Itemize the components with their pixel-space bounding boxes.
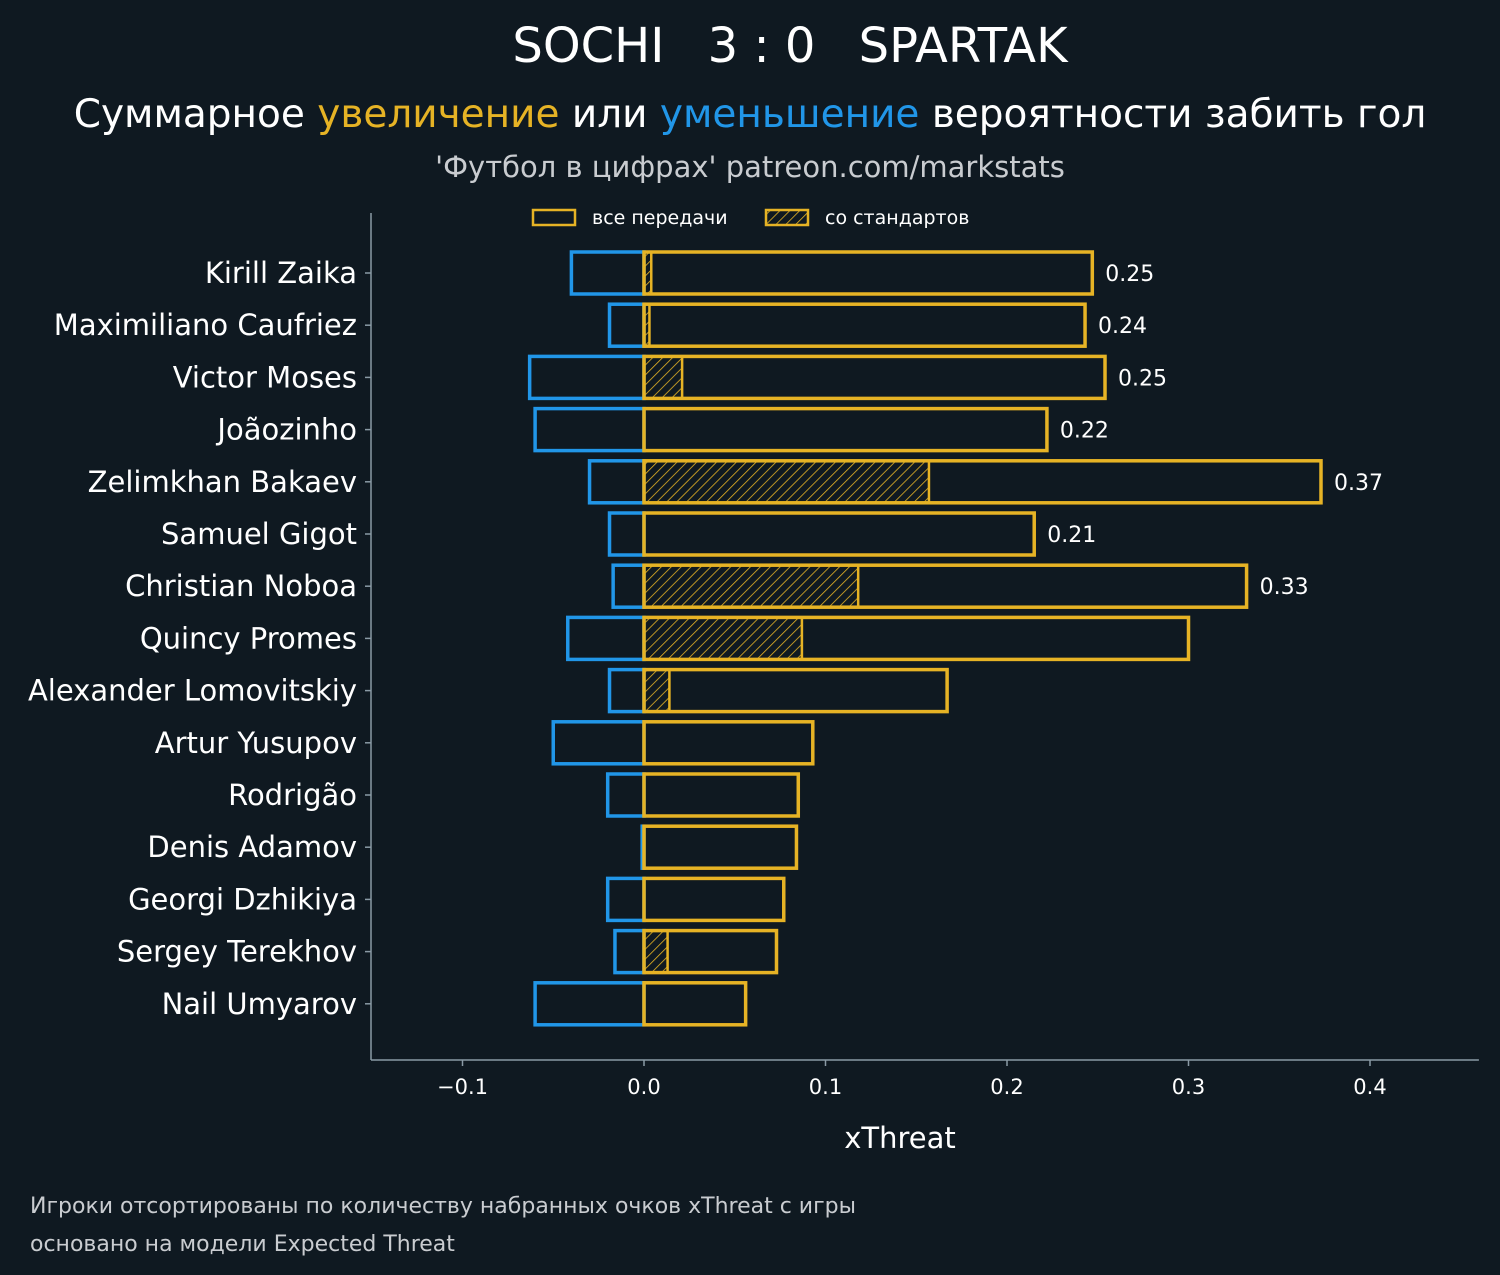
set-piece-bar: [642, 668, 671, 713]
value-label: 0.37: [1334, 471, 1383, 496]
player-label: Samuel Gigot: [161, 517, 357, 551]
x-tick-label: −0.1: [437, 1075, 488, 1099]
increase-bar: [642, 459, 1323, 505]
increase-bar: [642, 720, 815, 766]
away-team: SPARTAK: [858, 18, 1068, 74]
increase-bar: [642, 772, 801, 818]
home-team: SOCHI: [512, 18, 665, 74]
decrease-bar: [569, 250, 646, 296]
legend-swatch-all-passes: [531, 208, 577, 227]
legend-swatch-set-pieces: [764, 208, 810, 227]
decrease-bar: [587, 459, 646, 505]
decrease-bar: [551, 720, 646, 766]
player-label: Rodrigão: [228, 778, 357, 812]
player-label: Nail Umyarov: [162, 987, 357, 1021]
player-label: Joãozinho: [215, 413, 357, 447]
player-label: Victor Moses: [173, 360, 357, 394]
increase-bar: [642, 563, 1249, 609]
x-tick-label: 0.3: [1172, 1075, 1205, 1099]
decrease-bar: [607, 667, 646, 714]
player-label: Georgi Dzhikiya: [128, 882, 357, 916]
player-label: Denis Adamov: [147, 830, 357, 864]
set-piece-bar: [642, 355, 684, 400]
player-label: Zelimkhan Bakaev: [88, 465, 357, 499]
increase-bar: [642, 250, 1095, 296]
x-tick-label: 0.0: [627, 1075, 660, 1099]
x-tick-label: 0.4: [1353, 1075, 1386, 1099]
player-label: Kirill Zaika: [205, 256, 357, 290]
decrease-bar: [527, 354, 646, 401]
decrease-bar: [607, 302, 646, 348]
subtitle-decrease: уменьшение: [659, 92, 920, 137]
increase-bar: [642, 615, 1191, 662]
decrease-bar: [533, 981, 646, 1027]
increase-bar: [642, 928, 779, 975]
value-label: 0.22: [1060, 419, 1109, 444]
x-tick-label: 0.1: [809, 1075, 842, 1099]
value-label: 0.24: [1098, 314, 1147, 339]
player-label: Quincy Promes: [140, 621, 357, 655]
value-label: 0.25: [1105, 262, 1154, 287]
value-label: 0.33: [1260, 575, 1309, 600]
decrease-bar: [611, 563, 646, 609]
bars: 0.25 0.24 0.25 0.22 0.37 0.21 0.33: [527, 250, 1383, 1027]
match-title: SOCHI 3 : 0 SPARTAK: [0, 18, 1500, 74]
decrease-bar: [605, 876, 646, 923]
subtitle-part3: вероятности забить гол: [919, 92, 1427, 137]
decrease-bar: [613, 928, 646, 975]
footnote-line-1: Игроки отсортированы по количеству набра…: [30, 1194, 856, 1219]
source-credit: 'Футбол в цифрах' patreon.com/markstats: [435, 150, 1065, 184]
increase-bar: [642, 876, 786, 923]
legend-label-all-passes: все передачи: [592, 207, 728, 229]
increase-bar: [642, 354, 1107, 401]
set-piece-bar: [642, 563, 860, 609]
increase-bar: [642, 824, 799, 870]
subtitle-part1: Суммарное: [73, 92, 318, 137]
set-piece-bar: [642, 616, 804, 661]
set-piece-bar: [642, 929, 669, 974]
footnote: Игроки отсортированы по количеству набра…: [30, 1188, 856, 1264]
decrease-bar: [566, 615, 646, 662]
increase-bar: [642, 981, 748, 1027]
decrease-bar: [533, 406, 646, 453]
player-label: Maximiliano Caufriez: [54, 308, 357, 342]
player-label: Alexander Lomovitskiy: [28, 674, 357, 708]
legend-label-set-pieces: со стандартов: [825, 207, 969, 229]
increase-bar: [642, 667, 949, 714]
increase-bar: [642, 511, 1036, 557]
x-axis-label: xThreat: [844, 1121, 956, 1155]
increase-bar: [642, 302, 1087, 348]
chart-subtitle: Суммарное увеличение или уменьшение веро…: [0, 92, 1500, 137]
legend: все передачи со стандартов: [531, 207, 969, 229]
player-label: Artur Yusupov: [155, 726, 357, 760]
score: 3 : 0: [707, 18, 816, 74]
subtitle-part2: или: [559, 92, 660, 137]
subtitle-increase: увеличение: [317, 92, 560, 137]
value-label: 0.21: [1047, 523, 1096, 548]
player-label: Sergey Terekhov: [117, 935, 357, 969]
x-tick-label: 0.2: [990, 1075, 1023, 1099]
player-label: Christian Noboa: [125, 569, 357, 603]
decrease-bar: [607, 511, 646, 557]
footnote-line-2: основано на модели Expected Threat: [30, 1232, 455, 1257]
axes: −0.1 0.0 0.1 0.2 0.3 0.4 Kirill Zaika Maximilia…: [28, 213, 1479, 1099]
increase-bar: [642, 406, 1049, 453]
decrease-bar: [605, 772, 646, 818]
set-piece-bar: [642, 459, 931, 505]
value-label: 0.25: [1118, 366, 1167, 391]
